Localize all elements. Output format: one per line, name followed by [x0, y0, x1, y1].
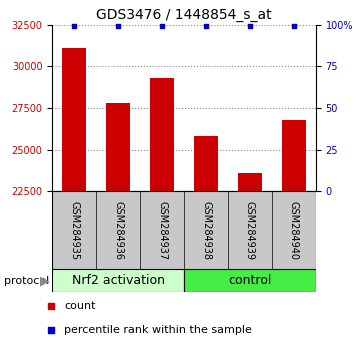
Text: GSM284940: GSM284940: [289, 200, 299, 259]
Bar: [52, 269, 184, 292]
Text: count: count: [64, 301, 96, 311]
Bar: [106, 103, 130, 191]
Text: GSM284938: GSM284938: [201, 200, 211, 259]
Text: protocol: protocol: [4, 275, 49, 286]
Point: [159, 24, 165, 29]
Bar: [282, 120, 306, 191]
Point: [247, 24, 253, 29]
Text: GSM284937: GSM284937: [157, 200, 167, 259]
Point: [48, 303, 53, 309]
Text: ▶: ▶: [40, 274, 50, 287]
Text: GSM284936: GSM284936: [113, 200, 123, 259]
Point: [203, 24, 209, 29]
Point: [71, 24, 77, 29]
Text: Nrf2 activation: Nrf2 activation: [72, 274, 165, 287]
Text: GSM284935: GSM284935: [69, 200, 79, 259]
Text: GSM284939: GSM284939: [245, 200, 255, 259]
Bar: [184, 269, 316, 292]
Bar: [62, 48, 86, 191]
Bar: [238, 173, 262, 191]
Point: [291, 24, 297, 29]
Point: [115, 24, 121, 29]
Bar: [150, 78, 174, 191]
Text: percentile rank within the sample: percentile rank within the sample: [64, 325, 252, 335]
Bar: [194, 136, 218, 191]
Text: control: control: [228, 274, 272, 287]
Title: GDS3476 / 1448854_s_at: GDS3476 / 1448854_s_at: [96, 8, 272, 22]
Point: [48, 327, 53, 332]
